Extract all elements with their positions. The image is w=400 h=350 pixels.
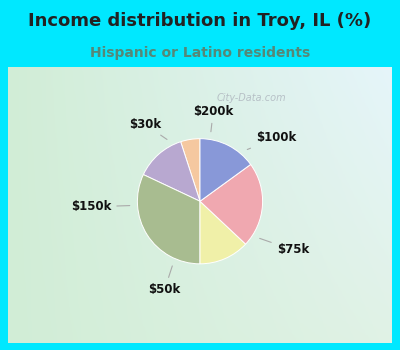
Text: City-Data.com: City-Data.com: [217, 93, 286, 104]
Text: $50k: $50k: [148, 266, 181, 296]
Wedge shape: [138, 175, 200, 264]
Text: $75k: $75k: [260, 238, 309, 257]
Text: Hispanic or Latino residents: Hispanic or Latino residents: [90, 46, 310, 60]
Text: $30k: $30k: [129, 118, 167, 139]
Text: $150k: $150k: [71, 200, 130, 214]
Wedge shape: [200, 201, 246, 264]
Wedge shape: [143, 142, 200, 201]
Text: Income distribution in Troy, IL (%): Income distribution in Troy, IL (%): [28, 12, 372, 30]
Wedge shape: [200, 164, 262, 244]
Wedge shape: [200, 139, 251, 201]
Text: $100k: $100k: [247, 131, 296, 149]
Wedge shape: [181, 139, 200, 201]
Text: $200k: $200k: [193, 105, 233, 132]
